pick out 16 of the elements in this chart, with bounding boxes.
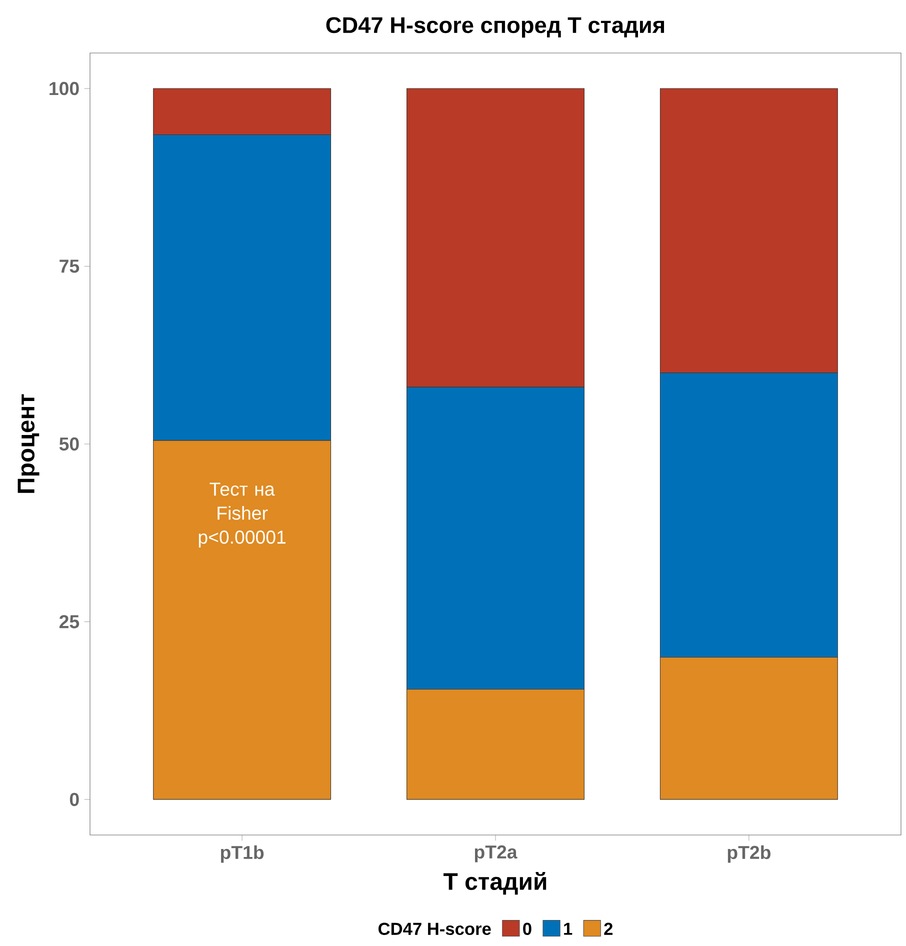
x-tick-label: pT2a — [474, 845, 518, 862]
y-tick-label: 50 — [59, 437, 79, 451]
y-axis-title: Процент — [18, 394, 40, 493]
y-tick-label: 75 — [60, 260, 80, 273]
y-tick-label: 25 — [59, 615, 80, 628]
y-tick-label: 100 — [50, 82, 79, 96]
legend-label: 2 — [604, 922, 613, 935]
x-tick-label: pT1b — [221, 845, 264, 863]
legend-label: 1 — [564, 922, 572, 935]
y-tick-label: 0 — [70, 792, 79, 806]
x-tick-label: pT2b — [728, 845, 770, 863]
chart-title: CD47 H-score според T стадия — [326, 17, 664, 38]
annotation: Тест на Fisher p<0.00001 — [198, 482, 286, 548]
legend-label: 0 — [523, 922, 532, 936]
legend-title: CD47 H-score — [378, 922, 491, 936]
x-axis-title: T стадий — [444, 872, 546, 895]
